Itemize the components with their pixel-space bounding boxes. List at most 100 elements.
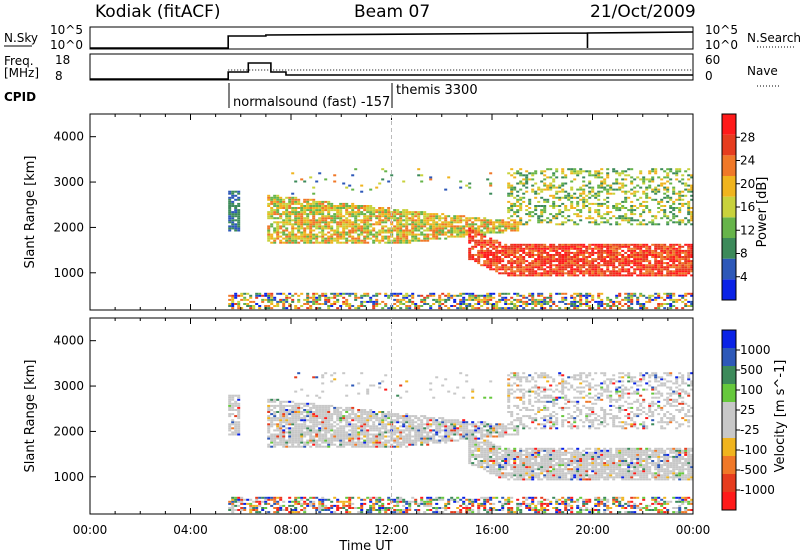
heatmap-cell bbox=[639, 307, 643, 310]
heatmap-cell bbox=[492, 241, 496, 244]
heatmap-cell bbox=[555, 168, 559, 171]
heatmap-cell bbox=[507, 303, 511, 305]
heatmap-cell bbox=[288, 241, 292, 244]
heatmap-cell bbox=[351, 431, 355, 434]
heatmap-cell bbox=[357, 237, 361, 240]
heatmap-cell bbox=[492, 221, 496, 224]
heatmap-cell bbox=[414, 229, 418, 232]
heatmap-cell bbox=[567, 266, 571, 269]
heatmap-cell bbox=[669, 307, 673, 310]
heatmap-cell bbox=[654, 256, 658, 258]
heatmap-cell bbox=[396, 235, 400, 238]
heatmap-cell bbox=[531, 260, 535, 263]
heatmap-cell bbox=[273, 423, 277, 426]
heatmap-cell bbox=[549, 176, 553, 179]
heatmap-cell bbox=[369, 219, 373, 222]
heatmap-cell bbox=[309, 296, 313, 299]
heatmap-cell bbox=[369, 511, 373, 514]
heatmap-cell bbox=[606, 176, 610, 179]
heatmap-cell bbox=[477, 249, 481, 252]
heatmap-cell bbox=[423, 439, 427, 442]
heatmap-cell bbox=[297, 502, 301, 505]
heatmap-cell bbox=[363, 215, 367, 218]
heatmap-cell bbox=[234, 294, 238, 297]
heatmap-cell bbox=[552, 180, 556, 183]
heatmap-cell bbox=[465, 305, 469, 307]
heatmap-cell bbox=[282, 400, 286, 403]
heatmap-cell bbox=[651, 251, 655, 254]
heatmap-cell bbox=[672, 258, 676, 261]
heatmap-cell bbox=[309, 300, 313, 303]
heatmap-cell bbox=[441, 229, 445, 232]
heatmap-cell bbox=[555, 176, 559, 179]
heatmap-cell bbox=[570, 247, 574, 250]
heatmap-cell bbox=[291, 443, 295, 446]
heatmap-cell bbox=[537, 251, 541, 254]
heatmap-cell bbox=[339, 231, 343, 234]
heatmap-cell bbox=[381, 507, 385, 509]
heatmap-cell bbox=[306, 207, 310, 209]
heatmap-cell bbox=[306, 441, 310, 444]
heatmap-cell bbox=[432, 511, 436, 514]
heatmap-cell bbox=[276, 217, 280, 220]
heatmap-cell bbox=[396, 300, 400, 303]
heatmap-cell bbox=[351, 437, 355, 440]
heatmap-cell bbox=[351, 502, 355, 505]
heatmap-cell bbox=[642, 305, 646, 307]
heatmap-cell bbox=[645, 270, 649, 273]
heatmap-cell bbox=[378, 419, 382, 422]
heatmap-cell bbox=[612, 168, 616, 171]
heatmap-cell bbox=[381, 427, 385, 430]
heatmap-cell bbox=[321, 504, 325, 507]
heatmap-cell bbox=[687, 245, 691, 248]
heatmap-cell bbox=[330, 221, 334, 224]
heatmap-cell bbox=[642, 243, 646, 246]
heatmap-cell bbox=[435, 237, 439, 240]
heatmap-cell bbox=[378, 431, 382, 434]
heatmap-cell bbox=[597, 251, 601, 254]
heatmap-cell bbox=[396, 431, 400, 434]
heatmap-cell bbox=[348, 207, 352, 209]
heatmap-cell bbox=[666, 272, 670, 275]
heatmap-cell bbox=[495, 268, 499, 271]
heatmap-cell bbox=[453, 221, 457, 224]
heatmap-cell bbox=[378, 241, 382, 244]
heatmap-cell bbox=[594, 209, 598, 212]
heatmap-cell bbox=[672, 217, 676, 220]
heatmap-cell bbox=[357, 213, 361, 216]
heatmap-cell bbox=[327, 445, 331, 448]
heatmap-cell bbox=[315, 219, 319, 222]
heatmap-cell bbox=[501, 254, 505, 256]
heatmap-cell bbox=[642, 268, 646, 271]
heatmap-cell bbox=[498, 241, 502, 244]
heatmap-cell bbox=[360, 504, 364, 507]
heatmap-cell bbox=[465, 225, 469, 228]
heatmap-cell bbox=[666, 266, 670, 269]
heatmap-cell bbox=[474, 245, 478, 248]
heatmap-cell bbox=[414, 305, 418, 307]
heatmap-cell bbox=[366, 423, 370, 426]
heatmap-cell bbox=[666, 200, 670, 203]
heatmap-cell bbox=[630, 247, 634, 250]
heatmap-cell bbox=[321, 496, 325, 499]
heatmap-cell bbox=[522, 266, 526, 269]
heatmap-cell bbox=[324, 433, 328, 436]
heatmap-cell bbox=[414, 223, 418, 226]
heatmap-cell bbox=[426, 219, 430, 222]
heatmap-cell bbox=[315, 409, 319, 411]
heatmap-cell bbox=[594, 245, 598, 248]
heatmap-cell bbox=[543, 272, 547, 275]
heatmap-cell bbox=[609, 298, 613, 301]
heatmap-cell bbox=[564, 221, 568, 224]
heatmap-cell bbox=[567, 307, 571, 310]
heatmap-cell bbox=[330, 296, 334, 299]
heatmap-cell bbox=[339, 215, 343, 218]
heatmap-cell bbox=[342, 425, 346, 428]
heatmap-cell bbox=[633, 258, 637, 261]
heatmap-cell bbox=[402, 213, 406, 216]
heatmap-cell bbox=[597, 300, 601, 303]
heatmap-cell bbox=[270, 213, 274, 216]
heatmap-cell bbox=[369, 417, 373, 420]
heatmap-cell bbox=[657, 207, 661, 209]
heatmap-cell bbox=[453, 217, 457, 220]
